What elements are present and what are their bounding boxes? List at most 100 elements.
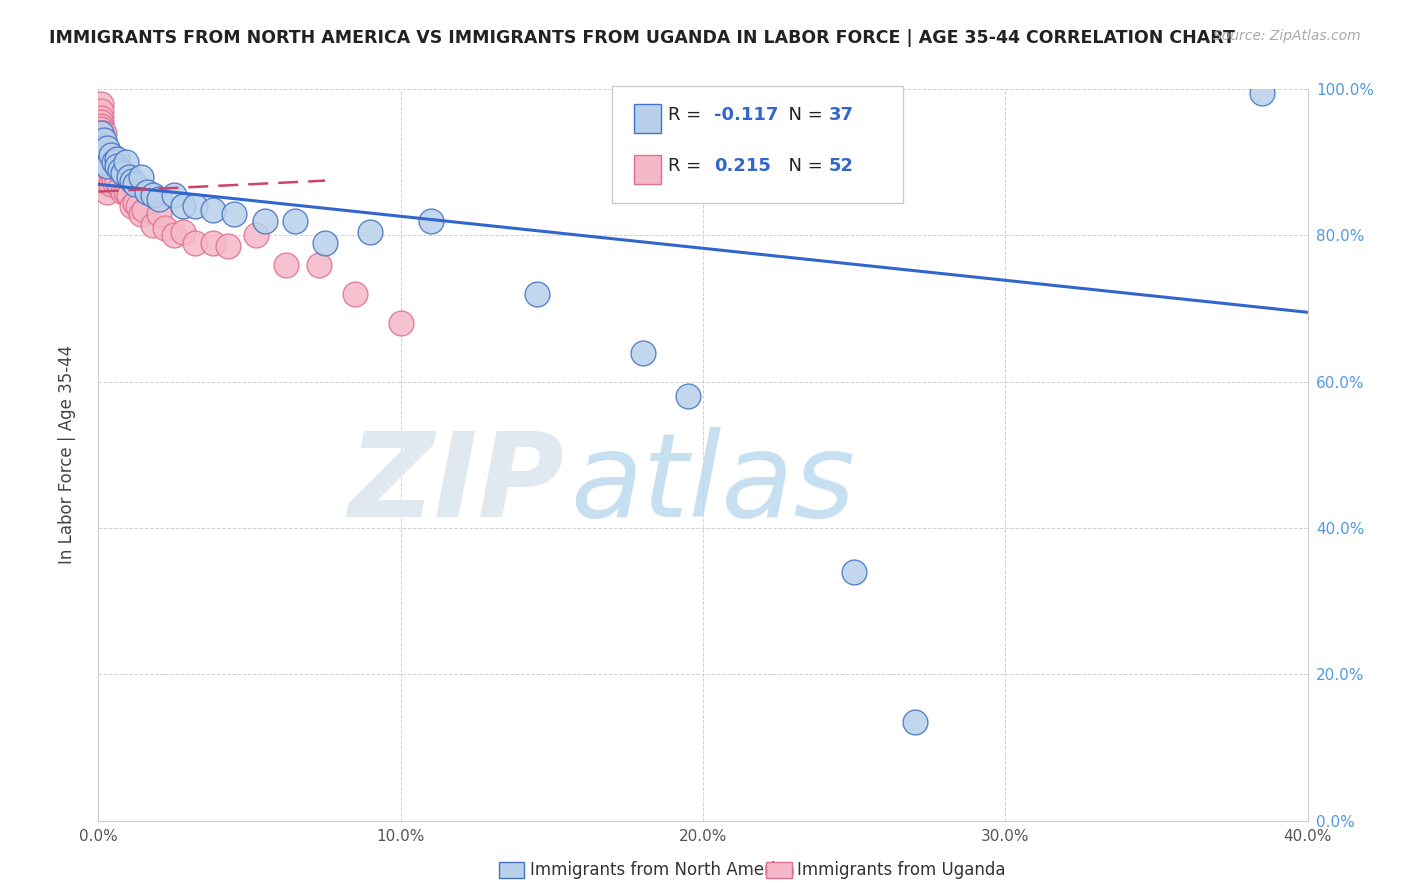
Point bbox=[90, 141, 112, 155]
Point bbox=[114, 155, 136, 169]
Point bbox=[90, 126, 112, 140]
FancyBboxPatch shape bbox=[634, 103, 661, 133]
Point bbox=[344, 287, 367, 301]
Point bbox=[224, 206, 246, 220]
Point bbox=[135, 185, 157, 199]
Point bbox=[90, 162, 112, 177]
Point bbox=[90, 133, 112, 147]
Text: Source: ZipAtlas.com: Source: ZipAtlas.com bbox=[1213, 29, 1361, 43]
Point bbox=[90, 159, 112, 173]
Point bbox=[904, 714, 927, 729]
Text: IMMIGRANTS FROM NORTH AMERICA VS IMMIGRANTS FROM UGANDA IN LABOR FORCE | AGE 35-: IMMIGRANTS FROM NORTH AMERICA VS IMMIGRA… bbox=[49, 29, 1234, 46]
Point bbox=[90, 148, 112, 162]
Point bbox=[163, 228, 186, 243]
Point bbox=[90, 166, 112, 180]
Point bbox=[96, 141, 118, 155]
Point bbox=[142, 188, 165, 202]
Text: R =: R = bbox=[668, 106, 707, 124]
Point bbox=[90, 122, 112, 136]
Text: R =: R = bbox=[668, 157, 707, 175]
Text: N =: N = bbox=[776, 157, 828, 175]
Point bbox=[118, 169, 141, 184]
Point bbox=[184, 235, 207, 250]
Point bbox=[163, 188, 186, 202]
Text: -0.117: -0.117 bbox=[714, 106, 779, 124]
Point bbox=[90, 141, 112, 155]
Point bbox=[108, 181, 131, 195]
Point bbox=[253, 214, 276, 228]
FancyBboxPatch shape bbox=[634, 155, 661, 185]
Point bbox=[148, 192, 170, 206]
Point bbox=[105, 159, 128, 173]
Point bbox=[121, 173, 143, 188]
Point bbox=[93, 133, 115, 147]
Point bbox=[129, 169, 152, 184]
Point bbox=[96, 173, 118, 188]
Point bbox=[1251, 86, 1274, 100]
Point bbox=[90, 129, 112, 144]
Point bbox=[90, 136, 112, 151]
Point bbox=[108, 162, 131, 177]
Point bbox=[389, 316, 412, 330]
Point bbox=[124, 178, 146, 192]
Point bbox=[172, 199, 194, 213]
Text: Immigrants from North America: Immigrants from North America bbox=[530, 861, 794, 879]
Point bbox=[118, 188, 141, 202]
Point bbox=[127, 199, 149, 213]
Point bbox=[90, 145, 112, 159]
Point bbox=[245, 228, 267, 243]
Point bbox=[93, 126, 115, 140]
Point bbox=[105, 173, 128, 188]
Point bbox=[93, 169, 115, 184]
Point bbox=[105, 152, 128, 166]
Point bbox=[274, 258, 297, 272]
Point bbox=[93, 155, 115, 169]
Point bbox=[121, 199, 143, 213]
Point bbox=[420, 214, 443, 228]
Text: ZIP: ZIP bbox=[347, 426, 564, 541]
Text: Immigrants from Uganda: Immigrants from Uganda bbox=[797, 861, 1005, 879]
Text: 0.215: 0.215 bbox=[714, 157, 770, 175]
Point bbox=[96, 185, 118, 199]
Point bbox=[172, 225, 194, 239]
Point bbox=[844, 565, 866, 579]
Point bbox=[90, 119, 112, 133]
Point bbox=[142, 218, 165, 232]
Point bbox=[184, 199, 207, 213]
Point bbox=[631, 345, 654, 359]
Point bbox=[676, 389, 699, 403]
Point bbox=[153, 221, 176, 235]
Point bbox=[132, 202, 155, 217]
Point bbox=[90, 173, 112, 188]
FancyBboxPatch shape bbox=[613, 86, 903, 202]
Text: 52: 52 bbox=[828, 157, 853, 175]
Point bbox=[90, 112, 112, 126]
Point bbox=[129, 206, 152, 220]
Point bbox=[148, 206, 170, 220]
Point bbox=[124, 195, 146, 210]
Point bbox=[217, 239, 239, 253]
Point bbox=[284, 214, 307, 228]
Point bbox=[90, 148, 112, 162]
Point bbox=[90, 126, 112, 140]
Point bbox=[100, 178, 122, 192]
Point bbox=[96, 159, 118, 173]
Point bbox=[90, 152, 112, 166]
Text: 37: 37 bbox=[828, 106, 853, 124]
Point bbox=[308, 258, 330, 272]
Point bbox=[103, 155, 125, 169]
Point bbox=[111, 185, 134, 199]
Point bbox=[111, 166, 134, 180]
Point bbox=[90, 96, 112, 111]
Y-axis label: In Labor Force | Age 35-44: In Labor Force | Age 35-44 bbox=[58, 345, 76, 565]
Point bbox=[90, 115, 112, 129]
Point bbox=[103, 173, 125, 188]
Point bbox=[96, 159, 118, 173]
Point bbox=[93, 141, 115, 155]
Point bbox=[90, 155, 112, 169]
Point bbox=[100, 148, 122, 162]
Point bbox=[93, 155, 115, 169]
Text: atlas: atlas bbox=[569, 427, 855, 541]
Point bbox=[100, 166, 122, 180]
Point bbox=[114, 185, 136, 199]
